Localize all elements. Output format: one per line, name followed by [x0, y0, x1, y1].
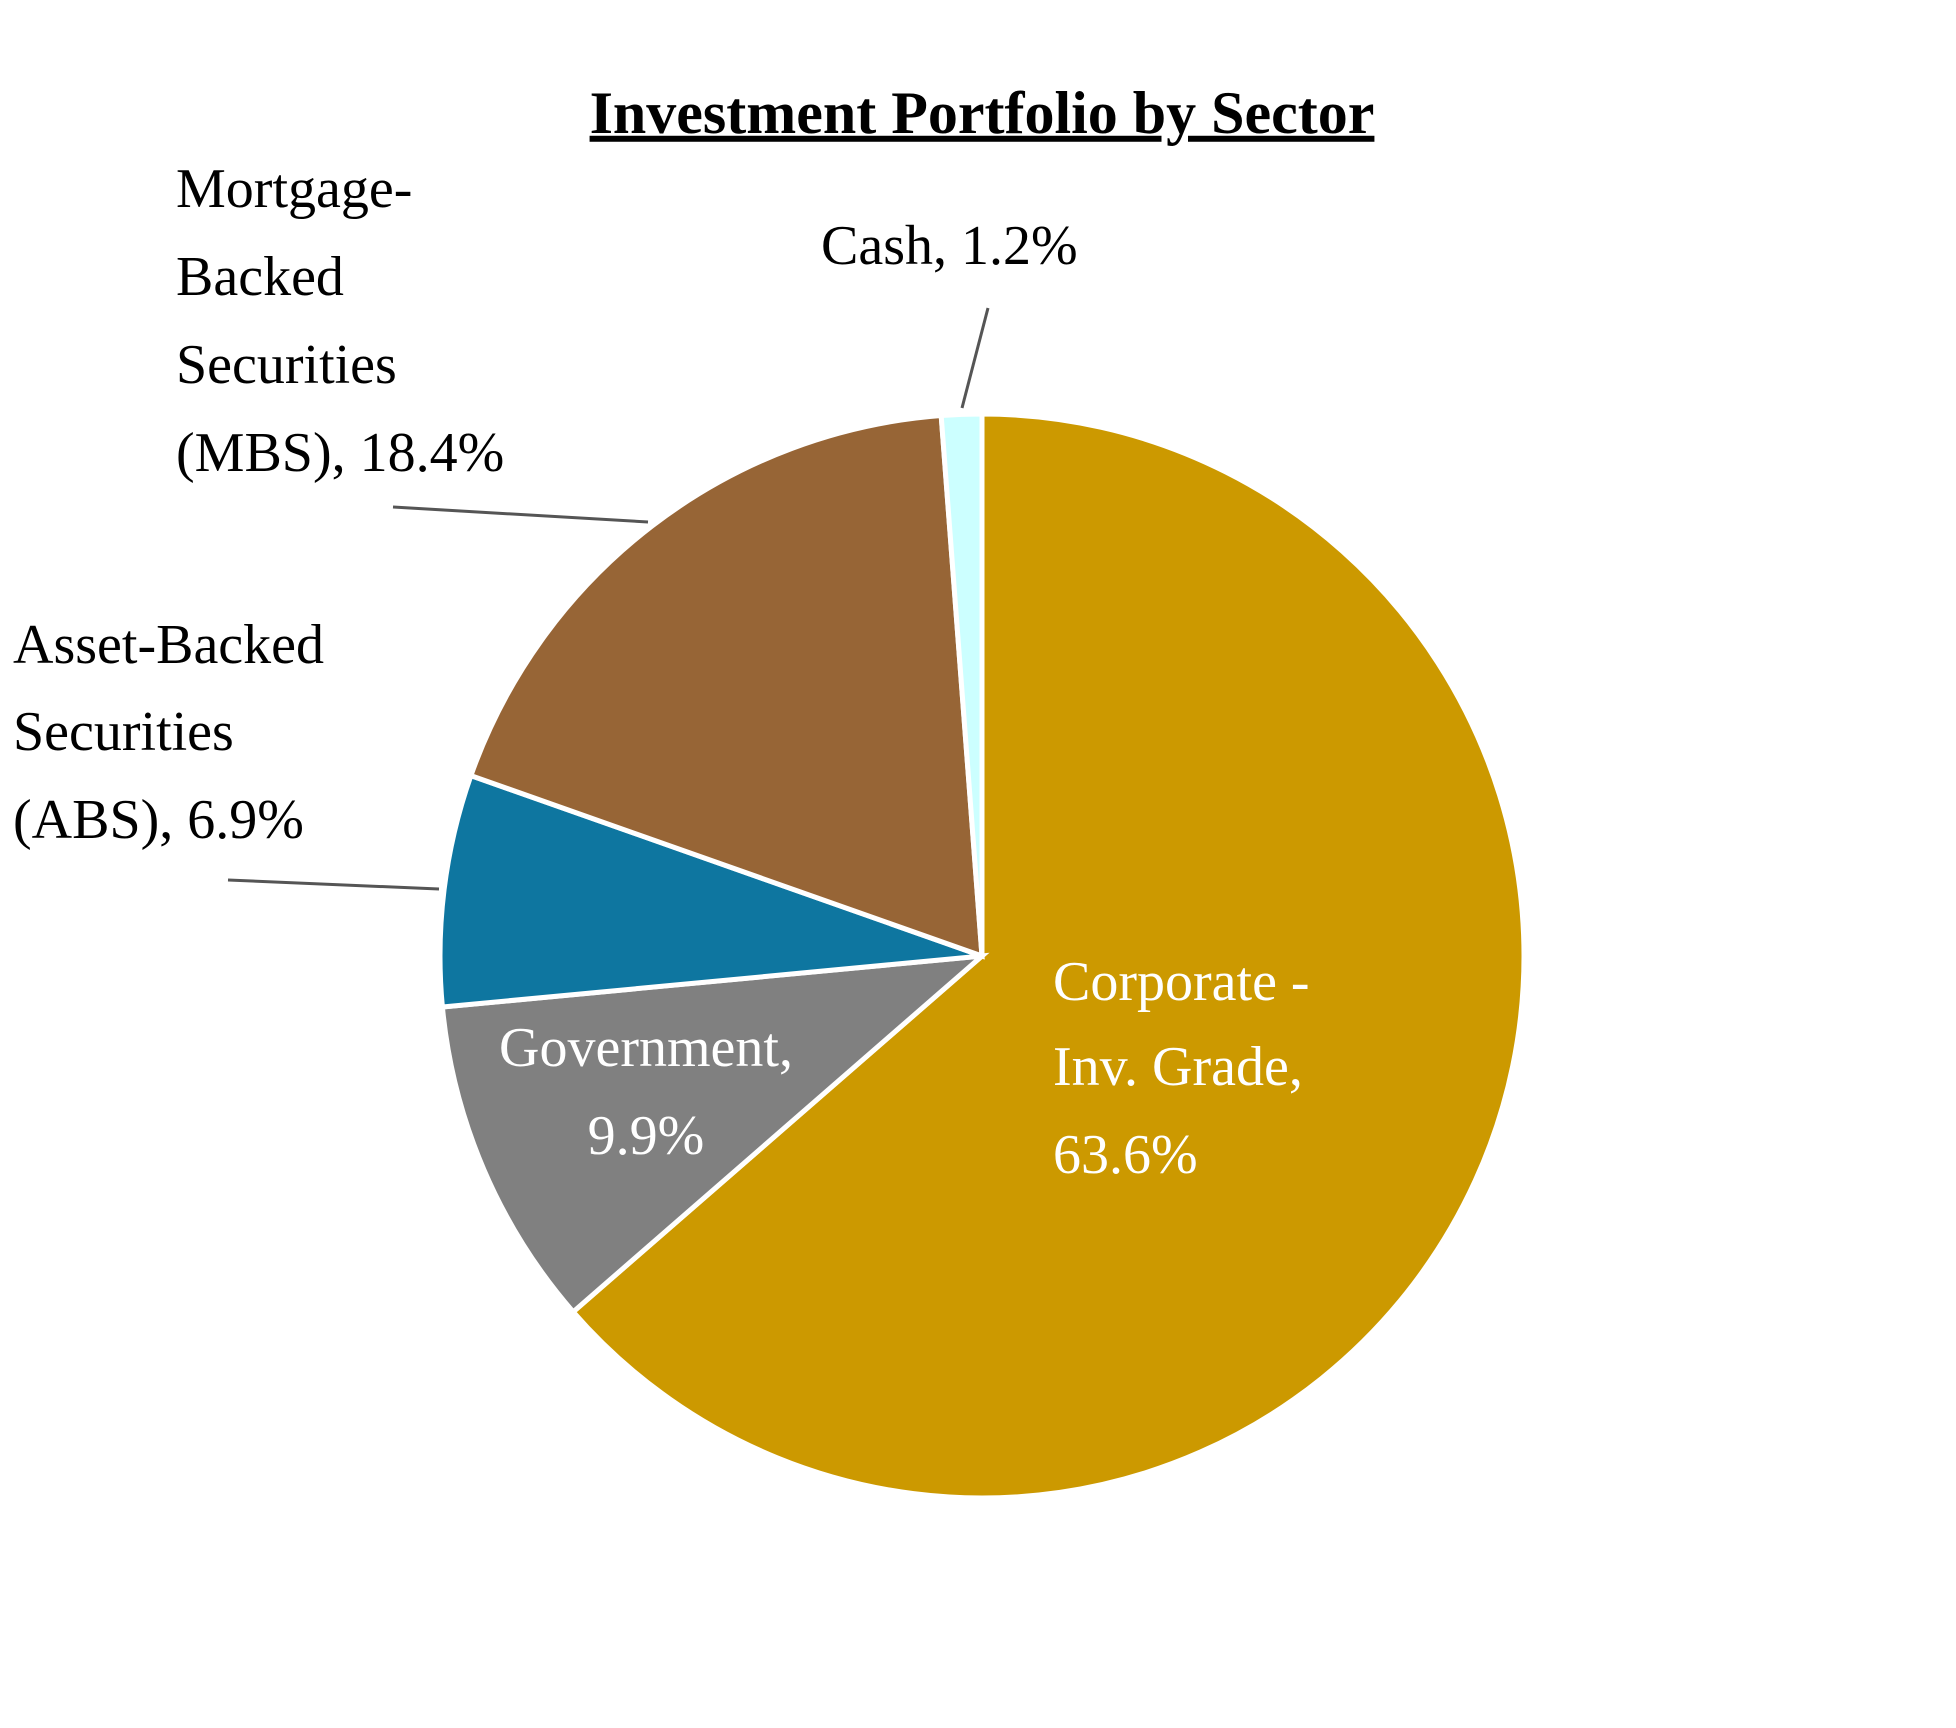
data-label: Inv. Grade, [1053, 1036, 1303, 1098]
data-label: Backed [176, 246, 344, 308]
data-label: Securities [176, 334, 397, 396]
pie-slice [569, 411, 1527, 1501]
pie-slice [437, 772, 983, 1010]
data-label: Cash, 1.2% [821, 215, 1078, 277]
leader-line [227, 878, 440, 891]
data-label: 9.9% [588, 1105, 705, 1167]
data-label: (ABS), 6.9% [13, 789, 304, 851]
data-label: Asset-Backed [13, 614, 324, 676]
leader-line [392, 505, 649, 524]
data-label: Government, [499, 1017, 793, 1079]
data-label: (MBS), 18.4% [176, 422, 504, 484]
data-label: Mortgage- [176, 158, 412, 220]
data-label: Corporate - [1053, 951, 1310, 1013]
pie-slice [938, 411, 985, 957]
pie-slice [439, 952, 990, 1316]
data-label: Securities [13, 701, 234, 763]
leader-line [960, 307, 990, 409]
data-label: 63.6% [1053, 1124, 1198, 1186]
chart-title: Investment Portfolio by Sector [590, 80, 1375, 146]
pie-slice [467, 412, 985, 960]
